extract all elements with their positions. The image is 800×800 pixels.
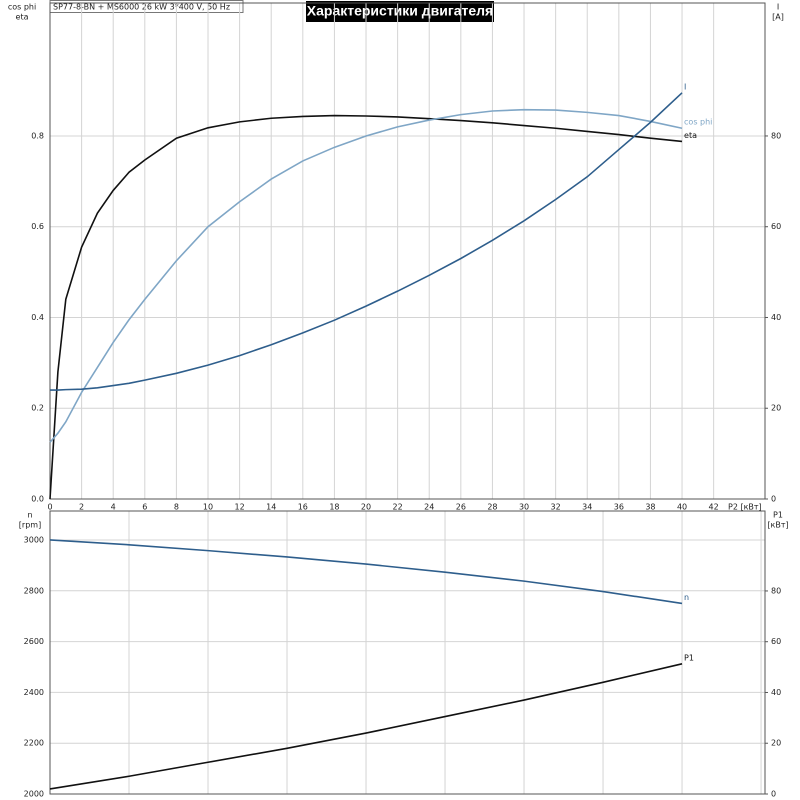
line-series: [49, 663, 683, 790]
x-tick-label: 30: [519, 503, 529, 512]
series-label: I: [684, 82, 686, 91]
series-label: eta: [684, 131, 697, 140]
x-tick-label: 0: [47, 503, 52, 512]
x-tick-label: 42: [709, 503, 719, 512]
y-tick-label: 2400: [24, 688, 44, 697]
x-tick-label: 36: [614, 503, 624, 512]
x-tick-label: 26: [456, 503, 466, 512]
y2-axis-label: [A]: [772, 13, 784, 22]
y2-tick-label: 0: [771, 495, 776, 504]
x-tick-label: 32: [551, 503, 561, 512]
y-tick-label: 2200: [24, 739, 44, 748]
y2-tick-label: 80: [771, 586, 781, 595]
y-tick-label: 3000: [24, 535, 44, 544]
y2-tick-label: 20: [771, 404, 781, 413]
y-tick-label: 2600: [24, 637, 44, 646]
line-series: [49, 539, 683, 605]
chart-title: Характеристики двигателя: [307, 3, 493, 19]
x-tick-label: 2: [79, 503, 84, 512]
line-series: [49, 114, 683, 500]
y-axis-label: n: [27, 511, 32, 520]
y-tick-label: 0.8: [31, 131, 44, 140]
x-tick-label: 38: [645, 503, 655, 512]
series-label: cos phi: [684, 118, 712, 127]
x-tick-label: 6: [142, 503, 147, 512]
x-tick-label: 8: [174, 503, 179, 512]
x-tick-label: 12: [235, 503, 245, 512]
y2-tick-label: 80: [771, 131, 781, 140]
y2-tick-label: 40: [771, 688, 781, 697]
y2-tick-label: 40: [771, 313, 781, 322]
x-tick-label: 34: [582, 503, 592, 512]
y2-axis-label: P1: [773, 511, 783, 520]
y2-tick-label: 0: [771, 790, 776, 799]
x-tick-label: 14: [266, 503, 276, 512]
x-axis-label: P2 [кВт]: [728, 503, 762, 512]
chart-subtitle: SP77-8-BN + MS6000 26 kW 3*400 V, 50 Hz: [53, 3, 230, 12]
x-tick-label: 4: [111, 503, 116, 512]
x-tick-label: 24: [424, 503, 434, 512]
x-tick-label: 18: [329, 503, 339, 512]
y-tick-label: 0.0: [31, 495, 44, 504]
x-tick-label: 10: [203, 503, 213, 512]
x-tick-label: 40: [677, 503, 687, 512]
plot-frame: [49, 510, 766, 795]
y2-tick-label: 20: [771, 739, 781, 748]
y-tick-label: 0.6: [31, 222, 44, 231]
y2-tick-label: 60: [771, 222, 781, 231]
plot-frame: [49, 2, 766, 500]
y-axis-label: [rpm]: [19, 521, 41, 530]
y2-axis-label: I: [777, 3, 779, 12]
y-axis-label: cos phi: [8, 3, 36, 12]
y-tick-label: 0.2: [31, 404, 44, 413]
y2-tick-label: 60: [771, 637, 781, 646]
series-label: n: [684, 593, 689, 602]
x-tick-label: 20: [361, 503, 371, 512]
x-tick-label: 16: [298, 503, 308, 512]
y-tick-label: 2800: [24, 586, 44, 595]
title-box: [306, 1, 494, 22]
x-tick-label: 22: [393, 503, 403, 512]
line-series: [50, 92, 683, 391]
y-axis-label: eta: [16, 13, 29, 22]
line-series: [49, 108, 683, 443]
x-tick-label: 28: [487, 503, 497, 512]
y-tick-label: 2000: [24, 790, 44, 799]
y2-axis-label: [кВт]: [767, 521, 788, 530]
y-tick-label: 0.4: [31, 313, 44, 322]
series-label: P1: [684, 653, 694, 662]
